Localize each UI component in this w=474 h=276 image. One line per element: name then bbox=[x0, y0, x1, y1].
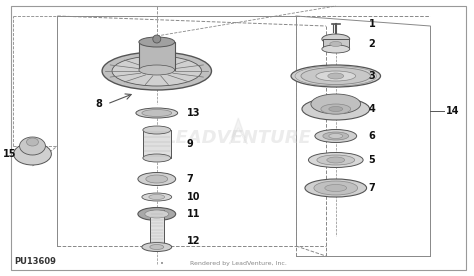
Ellipse shape bbox=[138, 208, 176, 221]
Ellipse shape bbox=[142, 243, 172, 251]
Ellipse shape bbox=[143, 154, 171, 162]
Text: 8: 8 bbox=[95, 99, 102, 109]
Ellipse shape bbox=[329, 134, 343, 139]
Ellipse shape bbox=[309, 153, 363, 168]
Ellipse shape bbox=[149, 195, 165, 200]
Ellipse shape bbox=[102, 52, 211, 90]
Ellipse shape bbox=[145, 210, 169, 218]
Ellipse shape bbox=[329, 107, 343, 112]
Text: 10: 10 bbox=[187, 192, 200, 202]
Text: 5: 5 bbox=[369, 155, 375, 165]
Text: 11: 11 bbox=[187, 209, 200, 219]
Bar bbox=[143, 130, 171, 158]
Ellipse shape bbox=[27, 138, 38, 146]
Text: 1: 1 bbox=[369, 19, 375, 29]
Ellipse shape bbox=[305, 179, 366, 197]
Ellipse shape bbox=[314, 181, 358, 195]
Text: PU13609: PU13609 bbox=[15, 258, 56, 267]
Ellipse shape bbox=[317, 155, 355, 165]
Ellipse shape bbox=[139, 65, 175, 75]
Bar bbox=[150, 210, 164, 246]
Text: 6: 6 bbox=[369, 131, 375, 141]
Ellipse shape bbox=[325, 184, 346, 192]
Ellipse shape bbox=[321, 104, 351, 114]
Ellipse shape bbox=[143, 126, 171, 134]
Ellipse shape bbox=[322, 45, 350, 53]
Ellipse shape bbox=[291, 65, 381, 87]
Ellipse shape bbox=[150, 245, 164, 250]
Ellipse shape bbox=[112, 56, 201, 86]
Polygon shape bbox=[229, 118, 247, 144]
Ellipse shape bbox=[153, 35, 161, 43]
Ellipse shape bbox=[323, 132, 349, 140]
Ellipse shape bbox=[302, 98, 370, 120]
Ellipse shape bbox=[315, 129, 356, 142]
Text: •: • bbox=[160, 261, 164, 267]
Text: Rendered by LeadVenture, Inc.: Rendered by LeadVenture, Inc. bbox=[190, 261, 287, 267]
Text: 2: 2 bbox=[369, 39, 375, 49]
Ellipse shape bbox=[14, 143, 51, 165]
Ellipse shape bbox=[19, 137, 46, 155]
Bar bbox=[323, 39, 349, 49]
Ellipse shape bbox=[322, 34, 350, 44]
Ellipse shape bbox=[311, 94, 361, 114]
Ellipse shape bbox=[301, 68, 371, 84]
Text: 7: 7 bbox=[187, 174, 193, 184]
Text: 9: 9 bbox=[187, 139, 193, 149]
Ellipse shape bbox=[316, 71, 356, 81]
Ellipse shape bbox=[328, 73, 344, 79]
Text: 15: 15 bbox=[3, 149, 17, 159]
Text: 7: 7 bbox=[369, 183, 375, 193]
Ellipse shape bbox=[142, 110, 172, 116]
Text: 12: 12 bbox=[187, 236, 200, 246]
Ellipse shape bbox=[139, 37, 175, 47]
Ellipse shape bbox=[142, 193, 172, 201]
Text: 13: 13 bbox=[187, 108, 200, 118]
Text: 4: 4 bbox=[369, 104, 375, 114]
Ellipse shape bbox=[138, 172, 176, 185]
Ellipse shape bbox=[136, 108, 178, 118]
Ellipse shape bbox=[330, 41, 342, 46]
Text: LEADVENTURE: LEADVENTURE bbox=[165, 129, 312, 147]
Bar bbox=[139, 42, 175, 70]
Text: 3: 3 bbox=[369, 71, 375, 81]
Text: 14: 14 bbox=[446, 106, 460, 116]
Ellipse shape bbox=[327, 157, 345, 163]
Ellipse shape bbox=[146, 175, 168, 183]
